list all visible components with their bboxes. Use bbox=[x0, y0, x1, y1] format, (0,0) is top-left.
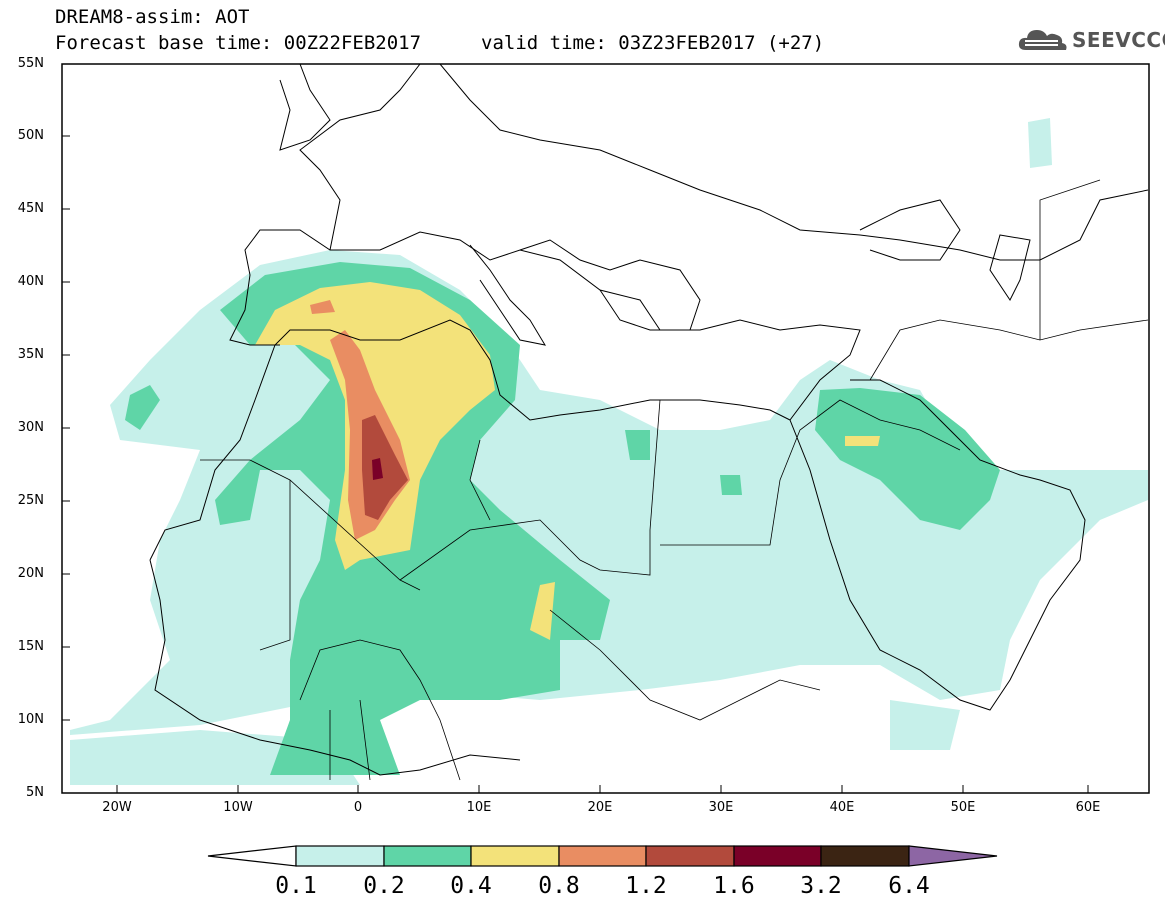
lat-label: 20N bbox=[17, 566, 44, 581]
lat-label: 40N bbox=[17, 274, 44, 289]
colorbar-label: 1.2 bbox=[625, 873, 667, 899]
lon-label: 10E bbox=[466, 800, 492, 815]
colorbar-bin-4 bbox=[558, 845, 647, 867]
colorbar-bin-1 bbox=[295, 845, 385, 867]
borders bbox=[200, 179, 1149, 781]
lon-label: 20E bbox=[587, 800, 613, 815]
colorbar-label: 0.4 bbox=[450, 873, 492, 899]
colorbar-bin-3 bbox=[470, 845, 560, 867]
lat-label: 35N bbox=[17, 347, 44, 362]
colorbar-bin-6 bbox=[733, 845, 822, 867]
lat-label: 15N bbox=[17, 639, 44, 654]
lat-label: 10N bbox=[17, 712, 44, 727]
colorbar-bin-2 bbox=[383, 845, 472, 867]
lat-label: 30N bbox=[17, 420, 44, 435]
colorbar-label: 3.2 bbox=[800, 873, 842, 899]
lon-label: 10W bbox=[223, 800, 253, 815]
colorbar-label: 0.1 bbox=[275, 873, 317, 899]
logo-text: SEEVCCC bbox=[1072, 28, 1165, 52]
colorbar-min-arrow bbox=[207, 845, 297, 867]
lon-label: 40E bbox=[829, 800, 855, 815]
valid-time: valid time: 03Z23FEB2017 (+27) bbox=[481, 32, 825, 54]
lon-label: 30E bbox=[708, 800, 734, 815]
base-time: Forecast base time: 00Z22FEB2017 bbox=[55, 32, 422, 54]
axis-ticks bbox=[62, 63, 1089, 793]
colorbar-max-arrow bbox=[908, 845, 998, 867]
colorbar-label: 1.6 bbox=[713, 873, 755, 899]
lat-label: 5N bbox=[26, 785, 44, 800]
cloud-icon bbox=[1018, 30, 1067, 50]
colorbar-bin-7 bbox=[820, 845, 910, 867]
coastlines bbox=[149, 64, 1149, 776]
colorbar-bin-5 bbox=[645, 845, 735, 867]
lat-label: 55N bbox=[17, 56, 44, 71]
colorbar bbox=[207, 845, 998, 867]
seevccc-logo: SEEVCCC bbox=[1018, 24, 1165, 56]
lat-label: 45N bbox=[17, 201, 44, 216]
lat-label: 25N bbox=[17, 493, 44, 508]
lon-label: 20W bbox=[102, 800, 132, 815]
colorbar-label: 0.2 bbox=[363, 873, 405, 899]
lon-label: 50E bbox=[950, 800, 976, 815]
lon-label: 60E bbox=[1075, 800, 1101, 815]
lon-label: 0 bbox=[353, 800, 363, 815]
lat-label: 50N bbox=[17, 128, 44, 143]
colorbar-label: 0.8 bbox=[538, 873, 580, 899]
colorbar-label: 6.4 bbox=[888, 873, 930, 899]
product-title: DREAM8-assim: AOT bbox=[55, 6, 250, 28]
dust-shading bbox=[70, 118, 1148, 785]
